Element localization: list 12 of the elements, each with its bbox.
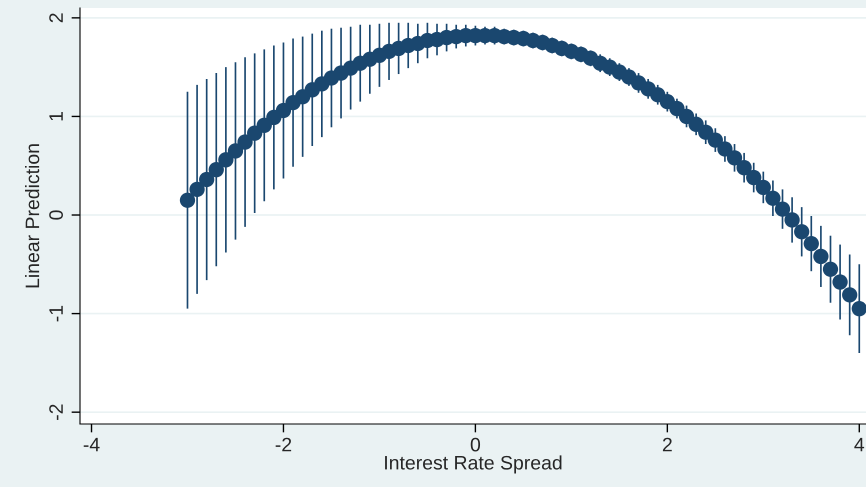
y-axis-title: Linear Prediction — [25, 144, 40, 288]
x-tick-label: 0 — [470, 438, 480, 452]
x-tick-label: -4 — [84, 438, 100, 452]
y-tick-label: 1 — [49, 112, 63, 120]
x-tick-label: -2 — [276, 438, 292, 452]
x-tick-label: 4 — [854, 438, 864, 452]
y-tick-label: 2 — [49, 13, 63, 22]
y-tick-label: -2 — [49, 404, 63, 420]
y-tick-label: -1 — [49, 306, 63, 322]
x-tick-label: 2 — [662, 438, 672, 452]
y-tick-label: 0 — [49, 210, 63, 220]
x-axis-title: Interest Rate Spread — [385, 455, 562, 474]
